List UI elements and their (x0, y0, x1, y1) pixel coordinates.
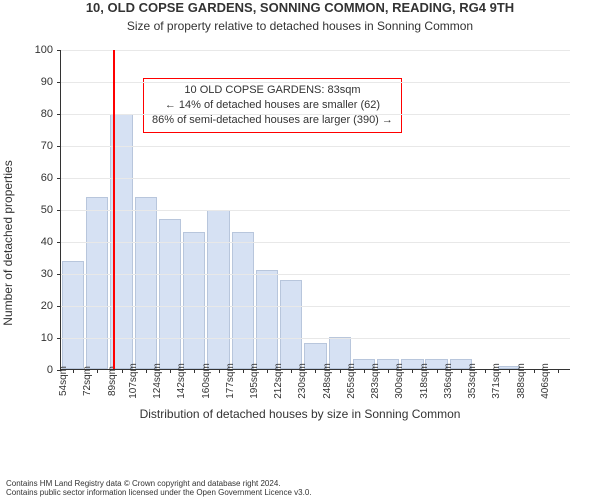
xtick-label: 353sqm (467, 363, 478, 399)
ytick-label: 60 (41, 172, 53, 184)
xtick-label: 212sqm (273, 363, 284, 399)
footer-line-2: Contains public sector information licen… (6, 488, 312, 498)
xtick-label: 107sqm (128, 363, 139, 399)
ytick-label: 30 (41, 268, 53, 280)
ytick-mark (57, 178, 61, 179)
bar (62, 261, 84, 369)
xtick-label: 265sqm (346, 363, 357, 399)
ytick-mark (57, 82, 61, 83)
xtick-label: 336sqm (443, 363, 454, 399)
xtick-label: 177sqm (225, 363, 236, 399)
property-marker-line (113, 50, 115, 369)
ytick-label: 80 (41, 108, 53, 120)
xtick-label: 142sqm (176, 363, 187, 399)
bar (256, 270, 278, 369)
xtick-mark (122, 369, 123, 373)
ytick-mark (57, 242, 61, 243)
bar (280, 280, 302, 369)
xtick-mark (170, 369, 171, 373)
ytick-mark (57, 146, 61, 147)
footer-attribution: Contains HM Land Registry data © Crown c… (6, 479, 312, 498)
ytick-label: 70 (41, 140, 53, 152)
ytick-label: 0 (47, 364, 53, 376)
xtick-mark (243, 369, 244, 373)
xtick-label: 283sqm (370, 363, 381, 399)
gridline (61, 178, 570, 179)
xtick-mark (340, 369, 341, 373)
gridline (61, 306, 570, 307)
ytick-label: 40 (41, 236, 53, 248)
xtick-label: 160sqm (201, 363, 212, 399)
xtick-label: 195sqm (249, 363, 260, 399)
xtick-mark (267, 369, 268, 373)
gridline (61, 50, 570, 51)
gridline (61, 82, 570, 83)
plot: 54sqm72sqm89sqm107sqm124sqm142sqm160sqm1… (60, 50, 570, 370)
xtick-mark (219, 369, 220, 373)
xtick-mark (558, 369, 559, 373)
xtick-label: 230sqm (298, 363, 309, 399)
xtick-label: 89sqm (107, 366, 118, 396)
gridline (61, 274, 570, 275)
xtick-mark (194, 369, 195, 373)
xtick-label: 124sqm (152, 363, 163, 399)
xtick-mark (73, 369, 74, 373)
gridline (61, 146, 570, 147)
info-line-1: 10 OLD COPSE GARDENS: 83sqm (152, 83, 393, 98)
xtick-mark (97, 369, 98, 373)
xtick-label: 388sqm (516, 363, 527, 399)
xtick-mark (412, 369, 413, 373)
xtick-mark (291, 369, 292, 373)
xtick-mark (534, 369, 535, 373)
ytick-mark (57, 50, 61, 51)
xtick-label: 248sqm (322, 363, 333, 399)
ytick-label: 10 (41, 332, 53, 344)
ytick-mark (57, 338, 61, 339)
gridline (61, 338, 570, 339)
gridline (61, 210, 570, 211)
xtick-label: 371sqm (492, 363, 503, 399)
info-box: 10 OLD COPSE GARDENS: 83sqm ← 14% of det… (143, 78, 402, 133)
ytick-mark (57, 370, 61, 371)
bar (86, 197, 108, 369)
gridline (61, 114, 570, 115)
xtick-mark (485, 369, 486, 373)
xtick-label: 318sqm (419, 363, 430, 399)
page-subtitle: Size of property relative to detached ho… (0, 19, 600, 33)
xtick-mark (146, 369, 147, 373)
ytick-mark (57, 274, 61, 275)
xtick-mark (437, 369, 438, 373)
page-title: 10, OLD COPSE GARDENS, SONNING COMMON, R… (0, 0, 600, 17)
xtick-label: 72sqm (82, 366, 93, 396)
y-axis-label: Number of detached properties (1, 160, 15, 325)
ytick-label: 20 (41, 300, 53, 312)
xtick-mark (388, 369, 389, 373)
bar (232, 232, 254, 369)
ytick-label: 50 (41, 204, 53, 216)
ytick-label: 90 (41, 76, 53, 88)
ytick-mark (57, 210, 61, 211)
footer-line-1: Contains HM Land Registry data © Crown c… (6, 479, 312, 489)
xtick-mark (509, 369, 510, 373)
bar (135, 197, 157, 369)
xtick-mark (461, 369, 462, 373)
ytick-mark (57, 306, 61, 307)
bar (207, 210, 229, 370)
xtick-label: 406sqm (540, 363, 551, 399)
xtick-mark (315, 369, 316, 373)
gridline (61, 242, 570, 243)
ytick-mark (57, 114, 61, 115)
chart-area: Number of detached properties 54sqm72sqm… (0, 40, 600, 445)
bar (183, 232, 205, 369)
xtick-mark (364, 369, 365, 373)
info-line-2: ← 14% of detached houses are smaller (62… (152, 98, 393, 113)
x-axis-title: Distribution of detached houses by size … (0, 407, 600, 421)
xtick-label: 300sqm (395, 363, 406, 399)
ytick-label: 100 (35, 44, 53, 56)
